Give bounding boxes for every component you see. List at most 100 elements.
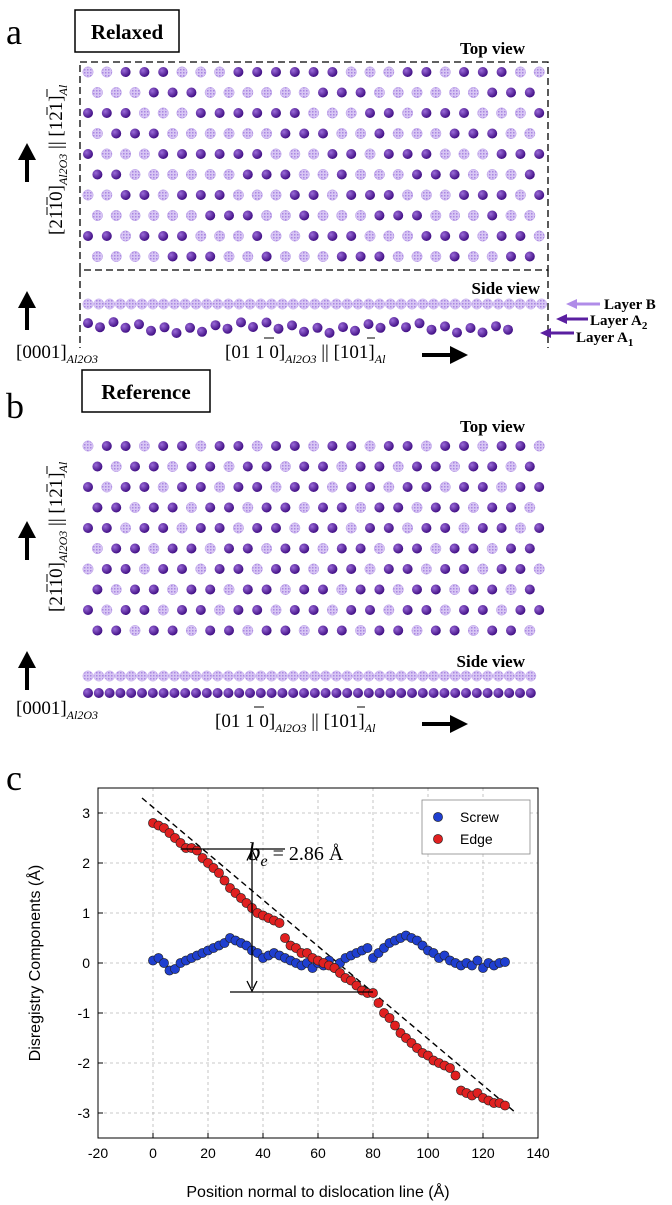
atom-light: [514, 189, 526, 201]
data-point-edge: [219, 875, 230, 886]
atom-dark: [177, 441, 187, 451]
panel-b-label-box: [81, 369, 211, 413]
atom-dark: [477, 482, 488, 492]
layer-a1-marker: [540, 328, 574, 338]
side-atom-light: [352, 298, 364, 310]
series-screw: [148, 930, 510, 976]
atom-light: [439, 481, 451, 493]
atom-light: [185, 625, 197, 636]
atom-light: [289, 148, 301, 160]
side-atom-dark: [389, 317, 399, 327]
layer-a1-label: Layer A1: [576, 330, 633, 349]
atom-light: [101, 481, 113, 493]
atom-dark: [130, 461, 140, 472]
atom-dark: [365, 605, 375, 615]
atom-dark: [327, 231, 338, 241]
side-atom-dark: [180, 688, 191, 698]
atom-light: [251, 440, 263, 452]
side-atom-dark: [439, 688, 450, 698]
atom-light: [308, 107, 320, 119]
atom-light: [383, 604, 395, 616]
atom-dark: [327, 67, 338, 77]
atom-light: [402, 522, 414, 534]
atom-dark: [459, 67, 469, 77]
atom-light: [279, 461, 291, 472]
side-atom-light: [514, 670, 526, 682]
side-atom-dark: [491, 321, 501, 332]
side-atom-light: [168, 670, 180, 682]
atom-light: [533, 230, 545, 242]
atom-light: [449, 87, 461, 98]
atom-light: [101, 189, 113, 201]
atom-dark: [233, 564, 244, 574]
atom-dark: [158, 523, 169, 533]
atom-light: [101, 66, 113, 78]
atom-dark: [402, 605, 413, 615]
side-atom-dark: [374, 688, 385, 698]
atom-light: [167, 210, 179, 221]
atom-dark: [449, 502, 460, 513]
atom-dark: [252, 605, 263, 615]
atom-dark: [167, 502, 178, 513]
atom-dark: [496, 190, 507, 200]
data-point-edge: [500, 1100, 510, 1111]
atom-dark: [374, 625, 385, 636]
atom-dark: [336, 543, 347, 554]
atom-dark: [92, 461, 103, 472]
atom-dark: [496, 67, 507, 77]
atom-light: [467, 87, 479, 98]
side-atom-dark: [482, 688, 493, 698]
panel-a-label: Relaxed: [91, 20, 164, 44]
atom-light: [402, 230, 414, 242]
atom-light: [392, 87, 404, 98]
atom-dark: [233, 149, 244, 159]
side-atom-dark: [375, 322, 386, 333]
atom-light: [167, 584, 179, 595]
side-atom-light: [201, 298, 213, 310]
side-atom-dark: [525, 688, 536, 698]
panel-a-top-view-frame: [79, 61, 549, 271]
atom-dark: [449, 128, 460, 139]
panel-a-top-view-title: Top view: [460, 39, 526, 58]
atom-dark: [120, 482, 131, 492]
side-atom-light: [330, 670, 342, 682]
side-atom-dark: [120, 322, 131, 333]
panel-a-letter: a: [6, 12, 22, 52]
atom-dark: [158, 231, 169, 241]
atom-light: [420, 189, 432, 201]
atom-dark: [261, 502, 272, 513]
atom-dark: [195, 523, 206, 533]
side-atom-light: [395, 670, 407, 682]
panel-b-vertical-axis-arrow: [18, 521, 36, 560]
atom-light: [214, 66, 226, 78]
atom-dark: [459, 231, 469, 241]
atom-light: [355, 210, 367, 221]
atom-dark: [430, 169, 441, 180]
atom-dark: [214, 523, 225, 533]
atom-dark: [459, 482, 469, 492]
chart-legend: Screw Edge: [421, 799, 531, 855]
atom-dark: [224, 502, 234, 513]
atom-dark: [205, 251, 216, 262]
side-atom-dark: [191, 688, 201, 698]
atom-light: [204, 543, 216, 554]
side-atom-light: [460, 670, 472, 682]
fit-line: [141, 797, 517, 1114]
atom-dark: [355, 584, 366, 595]
atom-dark: [524, 543, 535, 554]
atom-light: [458, 148, 470, 160]
atom-light: [195, 563, 207, 575]
atom-dark: [101, 231, 112, 241]
data-point-edge: [390, 1020, 400, 1031]
atom-light: [430, 210, 442, 221]
side-atom-dark: [201, 688, 212, 698]
atom-light: [467, 251, 479, 262]
atom-light: [420, 440, 432, 452]
atom-light: [505, 461, 517, 472]
atom-light: [185, 210, 197, 221]
atom-dark: [487, 584, 498, 595]
atom-light: [336, 128, 348, 139]
atom-dark: [205, 625, 216, 636]
atom-light: [420, 563, 432, 575]
